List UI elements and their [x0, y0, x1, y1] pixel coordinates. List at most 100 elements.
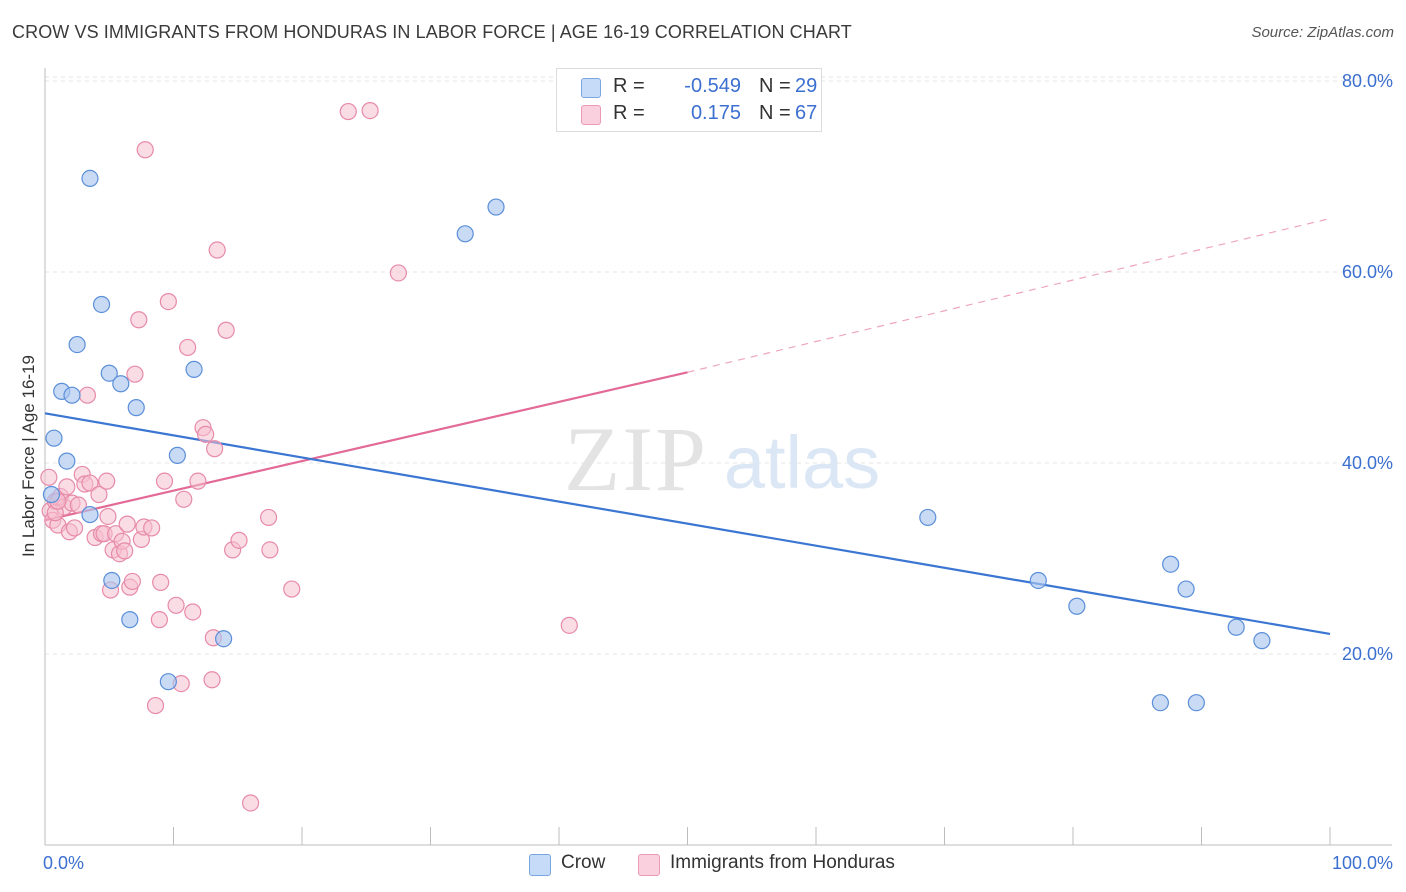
point-honduras: [118, 515, 136, 533]
trend-honduras: [44, 217, 1331, 522]
point-honduras: [99, 507, 117, 526]
y-tick-label: 60.0%: [1342, 262, 1393, 282]
point-crow: [215, 630, 233, 648]
point-honduras: [143, 519, 161, 537]
point-honduras: [217, 321, 235, 339]
n-value: 29: [795, 75, 818, 97]
point-honduras: [126, 365, 144, 383]
point-crow: [1068, 597, 1086, 615]
point-crow: [1227, 618, 1245, 636]
stats-legend: R = -0.549 N = 29 R = 0.175 N = 67: [556, 68, 822, 132]
point-honduras: [230, 531, 248, 549]
y-axis-title: In Labor Force | Age 16-19: [19, 355, 38, 557]
point-crow: [1187, 694, 1205, 712]
point-honduras: [560, 616, 578, 634]
y-tick-label: 20.0%: [1342, 644, 1393, 664]
point-honduras: [123, 572, 141, 591]
point-honduras: [146, 696, 165, 715]
x-tick-label: 100.0%: [1332, 853, 1393, 873]
point-crow: [159, 673, 177, 691]
point-honduras: [208, 241, 226, 259]
point-honduras: [203, 671, 221, 689]
point-crow: [1253, 632, 1271, 650]
point-honduras: [90, 485, 108, 504]
crow-swatch: [529, 854, 551, 876]
point-crow: [1151, 694, 1169, 712]
point-honduras: [58, 478, 76, 496]
point-honduras: [159, 293, 177, 311]
trend-line-honduras: [44, 371, 688, 522]
tick-labels: 20.0% 40.0% 60.0% 80.0% 0.0% 100.0%: [43, 71, 1393, 873]
point-honduras: [136, 141, 154, 159]
point-crow: [456, 225, 474, 243]
point-honduras: [152, 573, 170, 591]
point-honduras: [389, 264, 407, 282]
r-value: 0.175: [690, 102, 741, 124]
point-crow: [487, 198, 505, 216]
points-crow: [42, 169, 1271, 712]
point-honduras: [130, 311, 148, 329]
honduras-swatch: [638, 854, 660, 876]
points-honduras: [40, 102, 578, 812]
point-crow: [919, 508, 937, 527]
point-honduras: [179, 338, 197, 357]
point-honduras: [116, 542, 134, 560]
source-credit: Source: ZipAtlas.com: [1251, 24, 1394, 41]
legend-label-honduras: Immigrants from Honduras: [670, 852, 895, 873]
point-honduras: [283, 580, 301, 598]
series-legend: Crow Immigrants from Honduras: [0, 852, 1406, 878]
point-crow: [42, 485, 61, 504]
legend-label-crow: Crow: [561, 852, 606, 873]
point-honduras: [242, 794, 260, 812]
grid-lines: [45, 76, 1392, 655]
y-tick-label: 80.0%: [1342, 71, 1393, 91]
point-crow: [103, 571, 121, 590]
honduras-swatch: [581, 105, 601, 125]
point-honduras: [167, 596, 185, 614]
point-crow: [127, 399, 145, 417]
point-honduras: [150, 611, 168, 629]
point-honduras: [361, 102, 379, 120]
point-honduras: [261, 541, 279, 559]
n-label: N =: [759, 75, 791, 97]
watermark-atlas: atlas: [724, 421, 880, 504]
point-honduras: [189, 472, 207, 490]
point-honduras: [65, 519, 84, 537]
point-honduras: [155, 472, 174, 490]
r-label: R =: [613, 102, 645, 124]
point-crow: [68, 335, 86, 354]
point-honduras: [259, 508, 278, 527]
point-honduras: [81, 474, 99, 492]
point-honduras: [339, 102, 357, 121]
point-crow: [112, 375, 130, 393]
point-honduras: [197, 425, 215, 443]
trend-line-crow: [44, 412, 1331, 636]
n-value: 67: [795, 102, 818, 124]
y-tick-label: 40.0%: [1342, 453, 1393, 473]
point-honduras: [78, 386, 97, 404]
point-crow: [121, 611, 139, 629]
point-crow: [100, 364, 118, 382]
point-honduras: [184, 603, 202, 621]
point-crow: [92, 295, 111, 314]
point-honduras: [40, 468, 58, 486]
chart-title: CROW VS IMMIGRANTS FROM HONDURAS IN LABO…: [12, 22, 852, 42]
point-crow: [81, 169, 99, 188]
point-crow: [1029, 571, 1047, 590]
axes: [44, 68, 1392, 846]
watermark: ZIP atlas: [564, 408, 880, 510]
n-label: N =: [759, 102, 791, 124]
crow-swatch: [581, 78, 601, 98]
point-crow: [81, 505, 99, 524]
point-crow: [185, 360, 203, 379]
trend-line-honduras-extension: [687, 217, 1331, 373]
r-label: R =: [613, 75, 645, 97]
point-crow: [168, 446, 186, 464]
point-honduras: [175, 490, 193, 508]
point-crow: [58, 452, 76, 470]
point-crow: [45, 429, 63, 447]
point-honduras: [206, 440, 224, 458]
point-crow: [63, 386, 81, 404]
trend-crow: [44, 412, 1331, 636]
